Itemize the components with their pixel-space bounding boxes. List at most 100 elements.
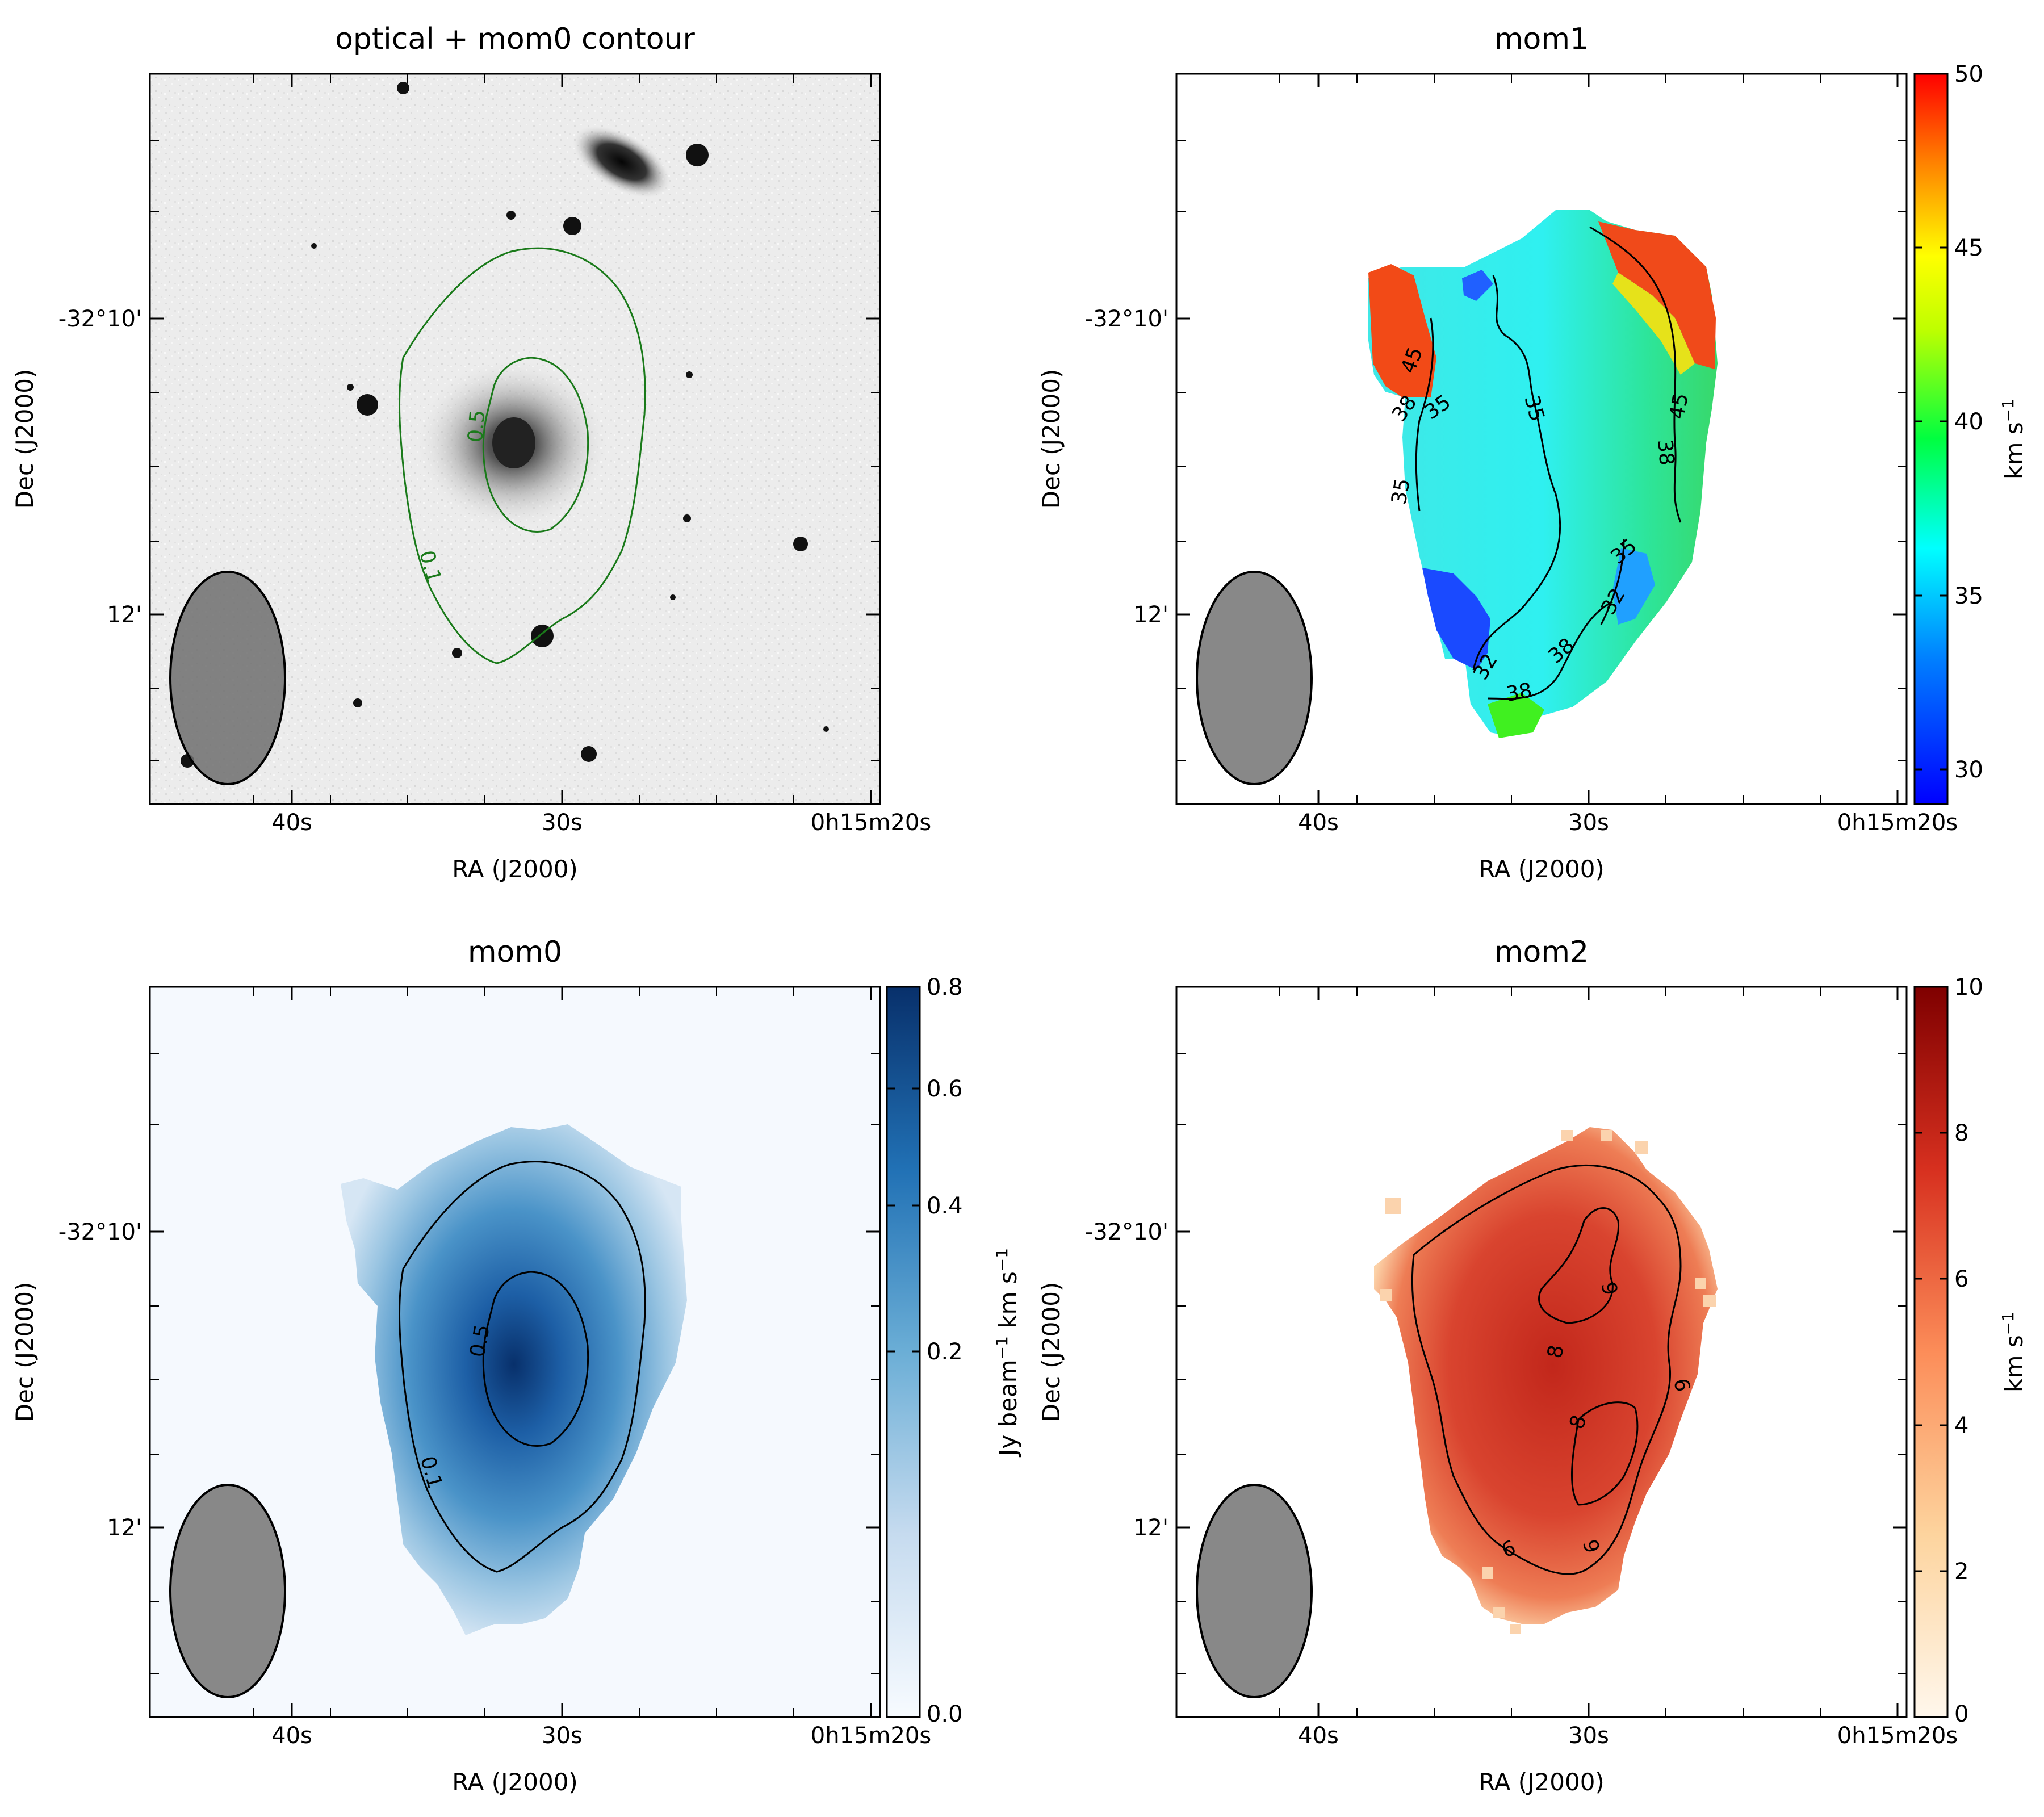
mom0-contour-label: 0.5 (466, 1323, 495, 1359)
y-tick-label: 12' (1133, 602, 1168, 628)
mom2-speckles (1380, 1130, 1716, 1634)
mom0-contour-0.1 (399, 1161, 646, 1573)
colorbar-tick-label: 8 (1954, 1120, 1968, 1146)
panel-optical-title: optical + mom0 contour (335, 22, 695, 56)
mom2-contour-8-upper (1538, 1207, 1620, 1324)
optical-star (506, 211, 516, 220)
mom2-contour-8-lower (1571, 1401, 1639, 1506)
optical-background-galaxy (573, 125, 671, 198)
axes-frame (149, 73, 881, 805)
colorbar-tick-label: 2 (1954, 1559, 1968, 1585)
panel-optical: optical + mom0 contour (11, 22, 931, 883)
axes-frame (1175, 986, 1908, 1718)
x-axis-label: RA (J2000) (1478, 855, 1605, 883)
mom1-blue-upper (1462, 270, 1493, 301)
optical-stars (181, 82, 829, 768)
mom1-contour-label: 38 (1653, 438, 1678, 466)
optical-star (581, 746, 597, 762)
optical-star (686, 144, 709, 166)
colorbar-tick-label: 0 (1954, 1701, 1968, 1727)
axes-frame (1175, 73, 1908, 805)
colorbar-tick-label: 0.4 (927, 1193, 963, 1219)
x-tick-label: 30s (542, 810, 583, 836)
optical-star (357, 394, 378, 416)
axis-ticks (150, 74, 880, 804)
mom2-contour-6 (1411, 1164, 1682, 1575)
y-tick-label: 12' (1133, 1515, 1168, 1541)
axis-ticks (1176, 987, 1907, 1717)
beam-ellipse (169, 571, 286, 785)
colorbar-tick-label: 0.0 (927, 1701, 963, 1727)
mom1-contour-label: 35 (1387, 476, 1414, 506)
optical-star (347, 384, 354, 391)
optical-star (531, 625, 554, 647)
x-tick-label: 40s (1298, 810, 1339, 836)
optical-star (823, 726, 829, 732)
x-tick-label: 0h15m20s (811, 1723, 931, 1749)
colorbar-label-exponent: −1 (1999, 399, 2017, 422)
colorbar-label: km s−1 (1999, 1312, 2028, 1392)
colorbar-label-units: km s (2000, 1335, 2028, 1392)
y-tick-label: 12' (107, 602, 142, 628)
colorbar-label: km s−1 (1999, 399, 2028, 479)
axes-frame (149, 986, 881, 1718)
colorbar-tick-label: 0.6 (927, 1076, 963, 1102)
colorbar-tick-label: 35 (1954, 583, 1983, 609)
y-axis-label: Dec (J2000) (11, 369, 39, 509)
colorbar-tick-label: 10 (1954, 974, 1983, 1000)
mom1-red-lobe-left (1368, 264, 1436, 397)
colorbar-label-exponent: −1 (992, 1336, 1011, 1359)
x-tick-label: 30s (1568, 1723, 1609, 1749)
panel-mom0-title: mom0 (468, 935, 562, 969)
colorbar-tick-label: 0.8 (927, 974, 963, 1000)
x-axis-label: RA (J2000) (1478, 1768, 1605, 1796)
mom1-blue-lower-left (1422, 568, 1490, 670)
panel-mom1-title: mom1 (1494, 22, 1589, 56)
optical-galaxy-core (492, 417, 535, 468)
mom0-field (341, 1124, 687, 1635)
y-tick-label: -32°10' (1085, 306, 1168, 332)
mom1-contour-label: 45 (1665, 391, 1693, 421)
optical-contour-0.1 (399, 247, 646, 664)
colorbar-ticks (1915, 246, 1947, 771)
beam-ellipse (169, 1484, 286, 1698)
optical-contour-label: 0.5 (464, 409, 490, 443)
colorbar-mom2 (1913, 986, 1949, 1718)
y-axis-label: Dec (J2000) (11, 1282, 39, 1422)
beam-ellipse (1196, 571, 1313, 785)
optical-star (686, 371, 693, 378)
y-axis-label: Dec (J2000) (1037, 369, 1065, 509)
x-tick-label: 30s (542, 1723, 583, 1749)
colorbar-tick-label: 40 (1954, 409, 1983, 435)
mom1-contours (1415, 226, 1682, 700)
optical-star (397, 82, 409, 94)
mom1-contour-label: 38 (1504, 679, 1534, 706)
x-axis-label: RA (J2000) (452, 1768, 578, 1796)
mom0-contour-0.5 (482, 1271, 589, 1447)
optical-star (311, 243, 317, 249)
x-tick-label: 40s (1298, 1723, 1339, 1749)
optical-star (670, 594, 676, 600)
y-tick-label: -32°10' (1085, 1219, 1168, 1245)
colorbar-label-units: Jy beam (994, 1359, 1022, 1458)
panel-mom2-title: mom2 (1494, 935, 1589, 969)
optical-star (563, 217, 581, 235)
mom1-green-bottom (1488, 693, 1544, 738)
colorbar-tick-label: 6 (1954, 1266, 1968, 1292)
mom1-blue-right (1612, 548, 1655, 625)
colorbar-tick-label: 50 (1954, 61, 1983, 87)
axis-ticks (1176, 74, 1907, 804)
axis-ticks (150, 987, 880, 1717)
x-tick-label: 0h15m20s (1837, 1723, 1958, 1749)
x-tick-label: 40s (271, 810, 312, 836)
mom2-field (1374, 1127, 1718, 1624)
panel-mom2: mom2 9 8 8 6 (1037, 935, 2028, 1796)
colorbar-label-units-2: km s (994, 1271, 1022, 1336)
y-tick-label: 12' (107, 1515, 142, 1541)
optical-contour-0.5 (482, 357, 589, 533)
x-tick-label: 0h15m20s (1837, 810, 1958, 836)
colorbar-tick-label: 4 (1954, 1413, 1968, 1439)
x-tick-label: 30s (1568, 810, 1609, 836)
mom2-contours (1411, 1164, 1682, 1575)
colorbar-tick-label: 45 (1954, 235, 1983, 261)
